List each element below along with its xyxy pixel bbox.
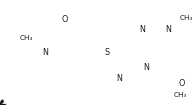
- Text: S: S: [105, 48, 110, 57]
- Text: N: N: [144, 63, 150, 72]
- Text: N: N: [165, 25, 171, 34]
- Text: O: O: [62, 15, 68, 24]
- Text: N: N: [139, 25, 145, 34]
- Text: CH₃: CH₃: [180, 15, 193, 21]
- Text: N: N: [42, 48, 48, 57]
- Text: O: O: [179, 79, 185, 88]
- Text: CH₃: CH₃: [20, 35, 34, 41]
- Text: N: N: [117, 74, 123, 83]
- Text: CH₃: CH₃: [173, 92, 187, 98]
